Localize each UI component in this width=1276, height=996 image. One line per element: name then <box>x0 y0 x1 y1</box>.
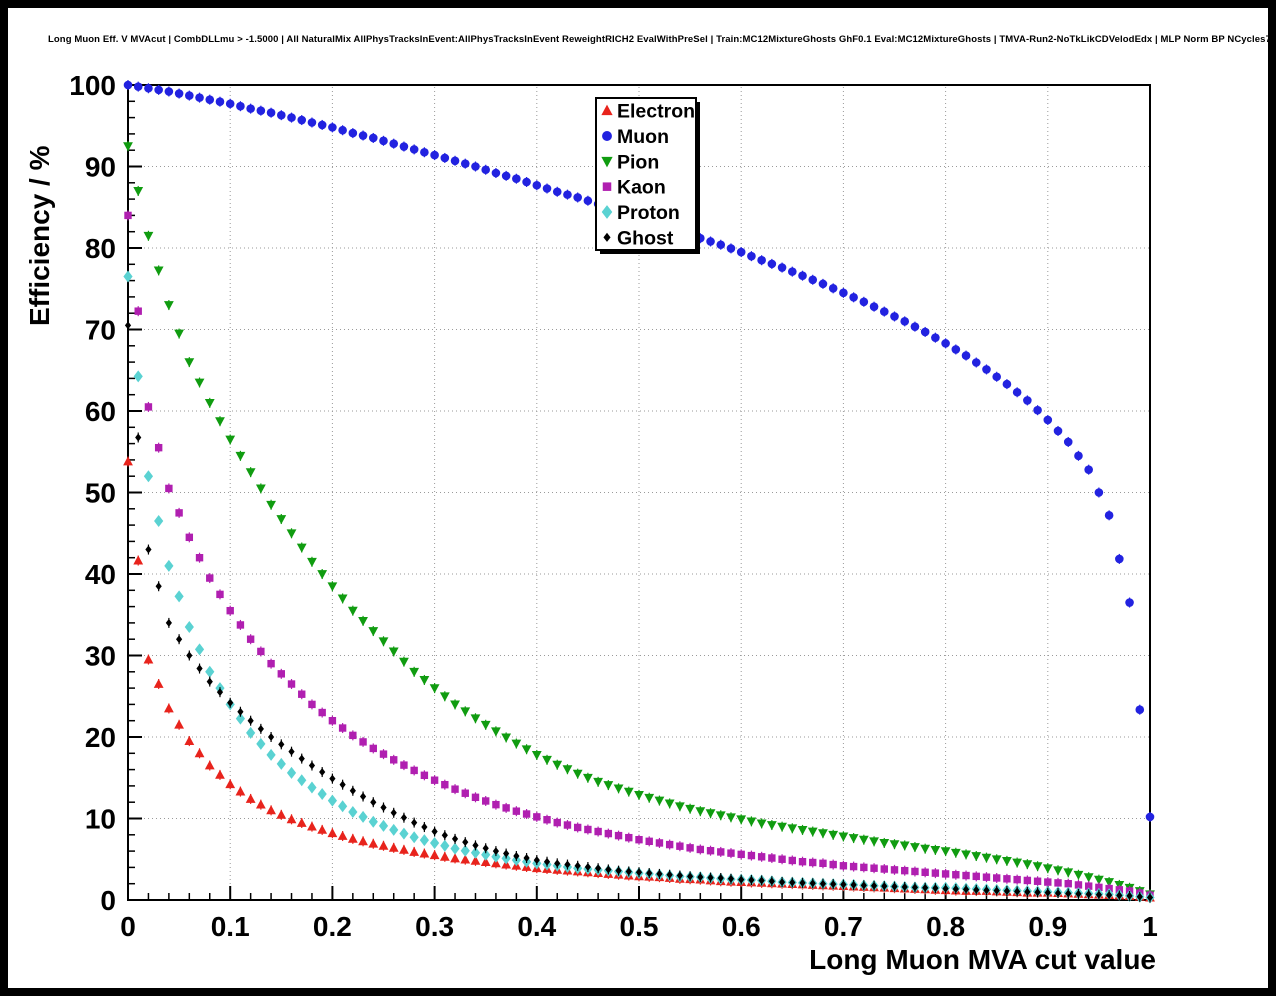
x-tick-label: 0.7 <box>824 911 863 942</box>
x-tick-label: 0.3 <box>415 911 454 942</box>
x-tick-label: 0.1 <box>211 911 250 942</box>
legend-label-kaon: Kaon <box>617 177 666 199</box>
x-tick-label: 0.5 <box>620 911 659 942</box>
series-ghost <box>124 320 1154 903</box>
legend-label-proton: Proton <box>617 202 680 224</box>
plot-canvas: Long Muon Eff. V MVAcut | CombDLLmu > -1… <box>8 8 1276 988</box>
series-pion <box>123 141 1155 900</box>
x-tick-label: 0.4 <box>517 911 556 942</box>
x-tick-label: 0.2 <box>313 911 352 942</box>
x-tick-label: 0.8 <box>926 911 965 942</box>
series-muon <box>123 80 1155 822</box>
x-axis-title: Long Muon MVA cut value <box>809 944 1156 975</box>
series-kaon <box>124 210 1154 901</box>
x-tick-label: 0.9 <box>1028 911 1067 942</box>
plot-title: Long Muon Eff. V MVAcut | CombDLLmu > -1… <box>48 34 1276 45</box>
y-tick-label: 20 <box>85 722 116 753</box>
x-tick-label: 0 <box>120 911 136 942</box>
x-tick-label: 0.6 <box>722 911 761 942</box>
y-tick-label: 70 <box>85 315 116 346</box>
legend-label-electron: Electron <box>617 101 695 123</box>
legend: Electron Muon Pion Kaon Proton Ghost <box>595 97 700 254</box>
legend-label-muon: Muon <box>617 126 669 148</box>
y-tick-label: 80 <box>85 233 116 264</box>
legend-label-pion: Pion <box>617 151 659 173</box>
legend-label-ghost: Ghost <box>617 227 674 249</box>
y-tick-label: 50 <box>85 478 116 509</box>
x-tick-label: 1 <box>1142 911 1158 942</box>
y-tick-label: 60 <box>85 396 116 427</box>
y-tick-label: 0 <box>100 885 116 916</box>
y-tick-label: 40 <box>85 559 116 590</box>
y-tick-label: 10 <box>85 804 116 835</box>
tick-labels: 0 10 20 30 40 50 60 70 80 90 100 0 0.1 0.2 0.3 0.4 0.5 0.… <box>69 70 1158 942</box>
efficiency-chart: 0 10 20 30 40 50 60 70 80 90 100 0 0.1 0.2 0.3 0.4 0.5 0.… <box>69 70 1158 942</box>
y-tick-label: 30 <box>85 641 116 672</box>
y-tick-label: 100 <box>69 70 116 101</box>
y-tick-label: 90 <box>85 152 116 183</box>
